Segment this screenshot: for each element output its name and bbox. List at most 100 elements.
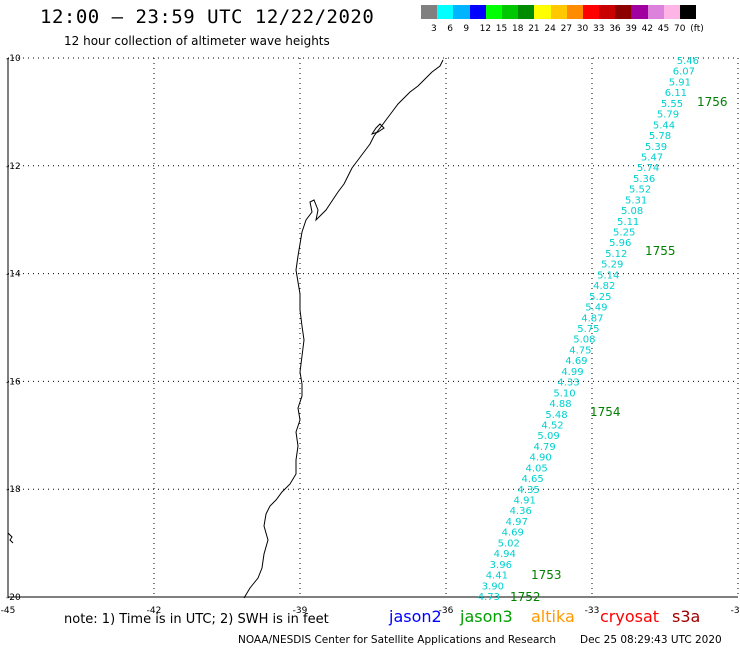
wave-height-label: 5.74 bbox=[637, 163, 659, 174]
legend-label: 27 bbox=[560, 24, 573, 34]
legend-swatches bbox=[421, 5, 697, 19]
lon-tick-label: -39 bbox=[293, 606, 308, 616]
wave-height-label: 4.35 bbox=[518, 485, 540, 496]
lat-tick-label: -12 bbox=[6, 162, 21, 172]
pass-time-label: 1752 bbox=[510, 590, 541, 604]
wave-height-label: 5.10 bbox=[553, 388, 575, 399]
lon-tick-label: -30 bbox=[731, 606, 740, 616]
wave-height-label: 5.12 bbox=[605, 249, 627, 260]
legend-swatch bbox=[680, 5, 697, 19]
legend-label: 30 bbox=[576, 24, 589, 34]
legend-swatch bbox=[421, 5, 438, 19]
credit-text: NOAA/NESDIS Center for Satellite Applica… bbox=[238, 634, 556, 646]
wave-height-label: 4.75 bbox=[569, 345, 591, 356]
wave-height-label: 5.78 bbox=[649, 131, 671, 142]
legend-swatch bbox=[453, 5, 470, 19]
wave-height-label: 5.46 bbox=[677, 56, 699, 67]
legend-swatch bbox=[582, 5, 600, 19]
wave-height-label: 5.25 bbox=[589, 292, 611, 303]
wave-height-label: 5.02 bbox=[498, 538, 520, 549]
lon-tick-label: -42 bbox=[147, 606, 162, 616]
wave-height-label: 5.14 bbox=[597, 270, 619, 281]
lat-tick-label: -18 bbox=[6, 485, 21, 495]
legend-label: 6 bbox=[447, 24, 453, 34]
legend-swatch bbox=[631, 5, 648, 19]
pass-time-label: 1753 bbox=[531, 568, 562, 582]
lon-tick-label: -36 bbox=[439, 606, 454, 616]
legend-label: 3 bbox=[431, 24, 437, 34]
legend-label: 21 bbox=[528, 24, 540, 34]
legend-label: 18 bbox=[512, 24, 524, 34]
wave-height-label: 5.25 bbox=[613, 228, 635, 239]
legend-label: 9 bbox=[463, 24, 470, 34]
legend-label: 36 bbox=[609, 24, 621, 34]
legend-swatch bbox=[501, 5, 519, 19]
wave-height-label: 4.36 bbox=[510, 506, 532, 517]
legend-swatch bbox=[566, 5, 583, 19]
wave-height-label: 4.97 bbox=[506, 517, 528, 528]
wave-height-label: 4.69 bbox=[565, 356, 587, 367]
wave-height-label: 4.94 bbox=[494, 549, 516, 560]
wave-height-label: 4.91 bbox=[514, 496, 536, 507]
wave-height-label: 5.08 bbox=[573, 335, 595, 346]
legend-swatch bbox=[518, 5, 535, 19]
legend-label: 42 bbox=[641, 24, 654, 34]
wave-height-label: 5.29 bbox=[601, 260, 623, 271]
map-subtitle: 12 hour collection of altimeter wave hei… bbox=[64, 34, 330, 48]
lat-tick-label: -16 bbox=[6, 377, 21, 387]
wave-height-label: 5.39 bbox=[645, 142, 667, 153]
legend-label: 39 bbox=[625, 24, 637, 34]
legend-label: 15 bbox=[495, 24, 508, 34]
wave-height-label: 3.90 bbox=[482, 581, 504, 592]
map-title: 12:00 – 23:59 UTC 12/22/2020 bbox=[40, 6, 375, 28]
wave-height-label: 5.08 bbox=[621, 206, 643, 217]
wave-height-label: 4.33 bbox=[557, 378, 579, 389]
wave-height-label: 5.96 bbox=[609, 238, 631, 249]
wave-height-label: 5.91 bbox=[669, 77, 691, 88]
satellite-jason2: jason2 bbox=[389, 607, 442, 626]
legend-label: 70 bbox=[674, 24, 686, 34]
wave-height-label: 5.36 bbox=[633, 174, 655, 185]
wave-height-label: 4.65 bbox=[522, 474, 544, 485]
map-grid bbox=[8, 57, 739, 597]
wave-height-label: 4.52 bbox=[541, 420, 563, 431]
legend-label: 33 bbox=[593, 24, 605, 34]
wave-height-label: 4.88 bbox=[549, 399, 571, 410]
wave-height-label: 4.69 bbox=[502, 528, 524, 539]
wave-height-label: 4.41 bbox=[486, 571, 508, 582]
wave-height-label: 4.87 bbox=[581, 313, 603, 324]
pass-time-label: 1754 bbox=[590, 405, 621, 419]
coastline-inlet bbox=[370, 123, 385, 135]
legend-swatch bbox=[647, 5, 664, 19]
coastline-island bbox=[7, 532, 14, 544]
pass-time-labels: 1756 1755 1754 1753 1752 bbox=[510, 95, 728, 604]
pass-time-label: 1755 bbox=[645, 244, 676, 258]
satellite-s3a: s3a bbox=[672, 607, 701, 626]
wave-height-label: 4.79 bbox=[533, 442, 555, 453]
lat-tick-label: -20 bbox=[6, 593, 21, 603]
wave-height-label: 5.52 bbox=[629, 185, 651, 196]
satellite-cryosat: cryosat bbox=[600, 607, 660, 626]
legend-swatch bbox=[534, 5, 551, 19]
color-legend: 3 6 9 12 15 18 21 24 27 30 33 36 39 42 45 70 (ft) bbox=[421, 5, 704, 34]
legend-swatch bbox=[663, 5, 680, 19]
wave-height-label: 5.49 bbox=[585, 303, 607, 314]
coastline bbox=[243, 59, 444, 599]
wave-height-label: 5.79 bbox=[657, 110, 679, 121]
lon-tick-label: -33 bbox=[585, 606, 600, 616]
wave-height-label: 5.44 bbox=[653, 120, 675, 131]
satellite-altika: altika bbox=[531, 607, 575, 626]
lon-tick-label: -45 bbox=[1, 606, 16, 616]
generated-timestamp: Dec 25 08:29:43 UTC 2020 bbox=[580, 634, 722, 646]
wave-height-label: 3.96 bbox=[490, 560, 512, 571]
map-axes: -45 -42 -39 -36 -33 -30 -10 -12 -14 -16 -18 -20 bbox=[1, 54, 740, 616]
lat-tick-label: -10 bbox=[6, 54, 21, 64]
legend-label: (ft) bbox=[690, 24, 704, 34]
legend-label: 24 bbox=[544, 24, 556, 34]
pass-time-label: 1756 bbox=[697, 95, 728, 109]
legend-swatch bbox=[469, 5, 486, 19]
legend-swatch bbox=[485, 5, 502, 19]
wave-height-label: 5.11 bbox=[617, 217, 639, 228]
footer-note: note: 1) Time is in UTC; 2) SWH is in fe… bbox=[64, 612, 329, 627]
